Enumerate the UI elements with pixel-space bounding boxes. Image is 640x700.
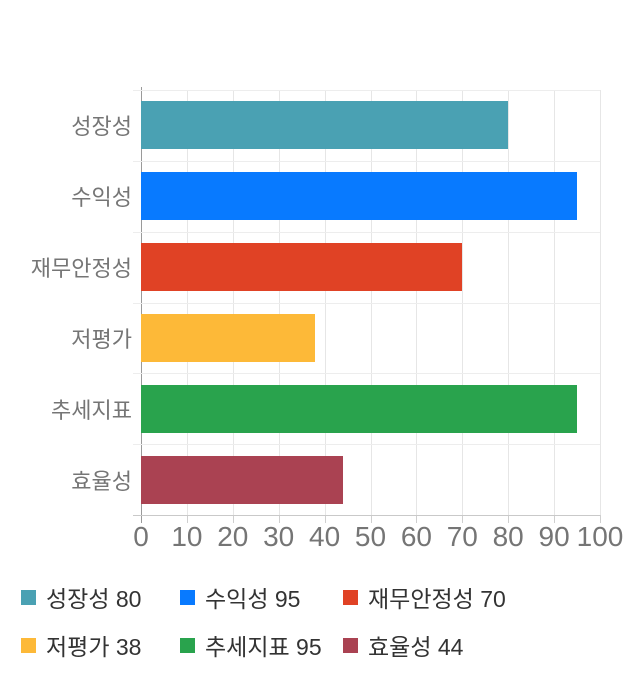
x-tick-mark <box>371 515 372 523</box>
x-gridline <box>554 90 555 515</box>
category-gridline <box>133 232 600 233</box>
x-axis-line <box>133 515 600 516</box>
x-tick-label: 30 <box>263 521 295 552</box>
legend-label: 성장성 80 <box>46 586 142 612</box>
legend-item: 추세지표 95 <box>180 632 322 660</box>
chart-bar[interactable] <box>141 455 343 504</box>
x-tick-mark <box>279 515 280 523</box>
category-gridline <box>133 90 600 91</box>
chart-bar[interactable] <box>141 384 577 433</box>
chart-bar[interactable] <box>141 243 462 292</box>
legend-item: 수익성 95 <box>180 584 300 612</box>
x-tick-mark <box>233 515 234 523</box>
x-tick-mark <box>554 515 555 523</box>
x-gridline <box>371 90 372 515</box>
x-gridline <box>600 90 601 515</box>
category-label: 저평가 <box>71 326 132 352</box>
category-gridline <box>133 373 600 374</box>
legend-label: 효율성 44 <box>368 634 464 660</box>
baseline-axis <box>141 87 142 523</box>
category-gridline <box>133 161 600 162</box>
x-gridline <box>279 90 280 515</box>
legend-label: 추세지표 95 <box>205 634 322 660</box>
legend-swatch <box>180 637 195 653</box>
legend-label: 재무안정성 70 <box>368 586 506 612</box>
x-gridline <box>462 90 463 515</box>
legend-item: 저평가 38 <box>21 632 141 660</box>
legend-swatch <box>21 637 36 653</box>
x-tick-label: 50 <box>354 521 387 552</box>
x-tick-label: 90 <box>538 521 570 552</box>
x-tick-label: 70 <box>446 521 478 552</box>
x-tick-label: 100 <box>576 521 624 552</box>
x-gridline <box>416 90 417 515</box>
x-gridline <box>325 90 326 515</box>
x-gridline <box>233 90 234 515</box>
legend-item: 재무안정성 70 <box>343 584 506 612</box>
legend-item: 효율성 44 <box>343 632 463 660</box>
category-label: 성장성 <box>71 114 132 140</box>
legend-label: 저평가 38 <box>46 634 142 660</box>
category-gridline <box>133 303 600 304</box>
category-label: 재무안정성 <box>30 256 132 282</box>
legend-label: 수익성 95 <box>205 586 301 612</box>
x-gridline <box>508 90 509 515</box>
chart-bar[interactable] <box>141 172 577 221</box>
x-tick-mark <box>462 515 463 523</box>
x-tick-label: 80 <box>492 521 524 552</box>
x-tick-label: 60 <box>400 521 432 552</box>
x-gridline <box>187 90 188 515</box>
legend-swatch <box>180 589 195 605</box>
chart-bar[interactable] <box>141 101 508 150</box>
category-label: 추세지표 <box>51 397 132 423</box>
x-tick-label: 10 <box>171 521 203 552</box>
legend-swatch <box>21 589 36 605</box>
category-gridline <box>133 444 600 445</box>
x-tick-mark <box>600 515 601 523</box>
chart-bar[interactable] <box>141 313 315 362</box>
x-tick-label: 20 <box>217 521 249 552</box>
x-tick-mark <box>187 515 188 523</box>
x-tick-label: 0 <box>133 521 149 552</box>
x-tick-mark <box>508 515 509 523</box>
legend-item: 성장성 80 <box>21 584 141 612</box>
x-tick-label: 40 <box>309 521 341 552</box>
category-label: 수익성 <box>71 185 132 211</box>
category-label: 효율성 <box>71 468 132 494</box>
legend-swatch <box>343 589 358 605</box>
x-tick-mark <box>325 515 326 523</box>
x-tick-mark <box>416 515 417 523</box>
legend-swatch <box>343 637 358 653</box>
